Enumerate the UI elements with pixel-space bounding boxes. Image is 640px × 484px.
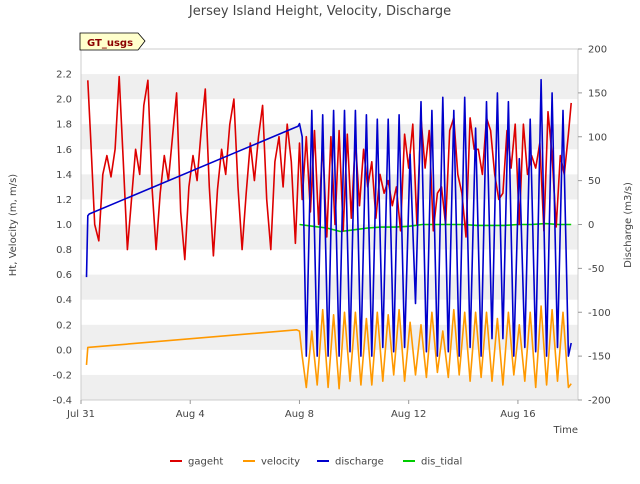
x-tick-label: Jul 31 <box>66 409 95 420</box>
y-left-tick-label: -0.2 <box>52 370 72 381</box>
y-left-tick-label: 2.2 <box>56 70 72 81</box>
site-label-shape <box>79 32 146 51</box>
y-axis-left-label: Ht, Velocity (m, m/s) <box>8 174 19 277</box>
y-right-tick-label: -150 <box>588 352 611 363</box>
right-axis-ticks: -200 -150 -100 -50 0 50 100 150 200 <box>578 45 611 407</box>
y-left-tick-label: 0.8 <box>56 245 72 256</box>
y-left-tick-label: 0.4 <box>56 295 72 306</box>
y-left-tick-label: 1.6 <box>56 145 72 156</box>
x-axis-label: Time <box>553 425 578 436</box>
y-left-tick-label: 0.6 <box>56 270 72 281</box>
series-discharge-line <box>85 78 572 357</box>
x-tick-label: Aug 8 <box>285 409 314 420</box>
series-lines <box>85 75 572 390</box>
y-left-tick-label: 1.4 <box>56 170 72 181</box>
legend-label-discharge: discharge <box>335 457 384 468</box>
y-right-tick-label: 0 <box>588 220 594 231</box>
y-left-tick-label: 2.0 <box>56 95 72 106</box>
y-right-tick-label: -50 <box>588 264 604 275</box>
x-tick-label: Aug 12 <box>391 409 426 420</box>
y-left-tick-label: 0.2 <box>56 320 72 331</box>
legend: gageht velocity discharge dis_tidal <box>170 457 462 468</box>
left-axis-ticks: -0.4 -0.2 0.0 0.2 0.4 0.6 0.8 1.0 1.2 1.4 1.6 1.8 2.… <box>52 70 72 407</box>
y-right-tick-label: 200 <box>588 45 607 56</box>
y-right-tick-label: -200 <box>588 396 611 407</box>
legend-label-velocity: velocity <box>261 457 300 468</box>
y-axis-right-label: Discharge (m3/s) <box>623 182 634 268</box>
site-label-box: GT_usgs <box>79 32 146 51</box>
y-right-tick-label: 50 <box>588 176 601 187</box>
y-right-tick-label: 150 <box>588 88 607 99</box>
y-left-tick-label: 0.0 <box>56 345 72 356</box>
x-tick-label: Aug 4 <box>176 409 205 420</box>
y-right-tick-label: -100 <box>588 308 611 319</box>
series-gageht-line <box>87 75 572 261</box>
series-velocity-line <box>85 305 572 390</box>
y-left-tick-label: 1.8 <box>56 120 72 131</box>
x-axis-ticks: Jul 31 Aug 4 Aug 8 Aug 12 Aug 16 <box>66 400 536 420</box>
x-tick-label: Aug 16 <box>500 409 535 420</box>
site-label: GT_usgs <box>87 38 133 49</box>
legend-label-gageht: gageht <box>188 457 223 468</box>
y-right-tick-label: 100 <box>588 132 607 143</box>
y-left-tick-label: 1.0 <box>56 220 72 231</box>
chart-title: Jersey Island Height, Velocity, Discharg… <box>188 4 451 19</box>
background-band <box>81 124 578 150</box>
legend-label-dis_tidal: dis_tidal <box>421 457 462 468</box>
background-band <box>81 74 578 100</box>
y-left-tick-label: -0.4 <box>52 396 72 407</box>
y-left-tick-label: 1.2 <box>56 195 72 206</box>
